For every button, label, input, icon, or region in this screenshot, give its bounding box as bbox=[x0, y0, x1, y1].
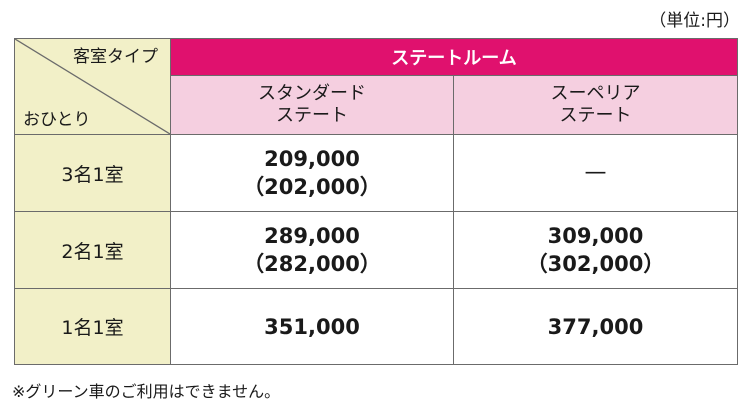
stateroom-group-header: ステートルーム bbox=[170, 38, 738, 76]
price-sub-value: （302,000） bbox=[526, 252, 665, 276]
price-value: 209,000 bbox=[264, 147, 360, 171]
price-sub-value: （282,000） bbox=[243, 252, 381, 276]
price-sub-value: （202,000） bbox=[243, 175, 381, 199]
column-header-line: スーペリア bbox=[550, 83, 641, 104]
price-value: 351,000 bbox=[264, 314, 360, 339]
unit-label: （単位:円） bbox=[649, 11, 740, 31]
table-row: 1名1室 351,000 377,000 bbox=[14, 288, 738, 365]
price-cell: 377,000 bbox=[453, 288, 738, 365]
corner-header-cell: 客室タイプ おひとり bbox=[14, 38, 171, 135]
price-cell: 309,000 （302,000） bbox=[453, 211, 738, 289]
guests-label: おひとり bbox=[23, 110, 91, 130]
column-header-line: ステート bbox=[559, 105, 632, 126]
column-header-line: スタンダード bbox=[258, 83, 366, 104]
price-cell: 289,000 （282,000） bbox=[170, 211, 454, 289]
fare-table: 客室タイプ おひとり ステートルーム スタンダード ステート スーペリア ステー… bbox=[14, 38, 738, 365]
column-header-line: ステート bbox=[276, 105, 348, 126]
table-row: 2名1室 289,000 （282,000） 309,000 （302,000） bbox=[14, 211, 738, 289]
price-value: 309,000 bbox=[547, 224, 644, 248]
room-type-label: 客室タイプ bbox=[73, 47, 158, 67]
price-value: 289,000 bbox=[264, 224, 360, 248]
table-row: 3名1室 209,000 （202,000） — bbox=[14, 134, 738, 212]
column-header-standard: スタンダード ステート bbox=[170, 75, 454, 135]
column-header-superior: スーペリア ステート bbox=[453, 75, 738, 135]
price-cell: 351,000 bbox=[170, 288, 454, 365]
row-header: 3名1室 bbox=[14, 134, 171, 212]
row-header: 2名1室 bbox=[14, 211, 171, 289]
footnote: ※グリーン車のご利用はできません。 bbox=[12, 382, 281, 401]
price-cell: — bbox=[453, 134, 738, 212]
diagonal-divider bbox=[15, 39, 170, 134]
price-cell: 209,000 （202,000） bbox=[170, 134, 454, 212]
row-header: 1名1室 bbox=[14, 288, 171, 365]
not-available-dash: — bbox=[584, 160, 607, 185]
price-value: 377,000 bbox=[547, 314, 644, 339]
